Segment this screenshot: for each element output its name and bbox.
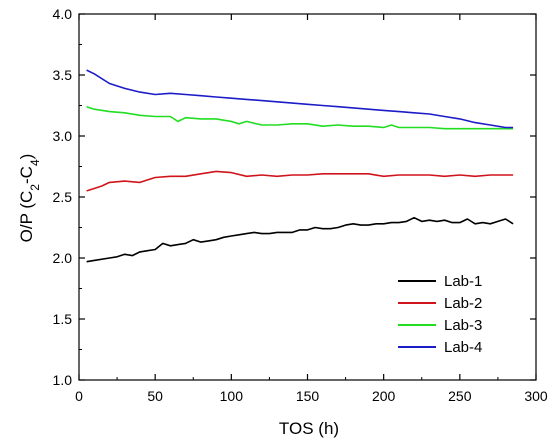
y-axis-label-suffix: ) xyxy=(17,154,36,160)
y-tick-label: 4.0 xyxy=(53,6,73,22)
y-tick-label: 2.0 xyxy=(53,250,73,266)
x-tick-label: 150 xyxy=(296,388,320,404)
y-tick-label: 1.5 xyxy=(53,311,73,327)
x-tick-label: 100 xyxy=(220,388,244,404)
y-axis-label: O/P (C2-C4) xyxy=(17,154,42,243)
y-tick-label: 3.0 xyxy=(53,128,73,144)
x-tick-label: 200 xyxy=(372,388,396,404)
x-tick-label: 0 xyxy=(75,388,83,404)
y-axis-label-sub1: 2 xyxy=(28,184,42,191)
x-tick-label: 250 xyxy=(448,388,472,404)
y-axis-label-prefix: O/P (C xyxy=(17,191,36,243)
series-line-lab-4 xyxy=(86,69,514,129)
x-axis-label: TOS (h) xyxy=(279,419,339,438)
x-tick-label: 50 xyxy=(147,388,163,404)
y-tick-label: 3.5 xyxy=(53,67,73,83)
series-line-lab-2 xyxy=(86,170,514,192)
y-tick-label: 2.5 xyxy=(53,189,73,205)
legend-label-lab-1: Lab-1 xyxy=(444,273,482,290)
series-line-lab-3 xyxy=(86,105,514,130)
legend-label-lab-4: Lab-4 xyxy=(444,339,482,356)
legend-label-lab-3: Lab-3 xyxy=(444,317,482,334)
y-axis-label-sub2: 4 xyxy=(28,159,42,166)
y-tick-label: 1.0 xyxy=(53,372,73,388)
legend-label-lab-2: Lab-2 xyxy=(444,295,482,312)
y-axis-label-mid: -C xyxy=(17,166,36,184)
x-tick-label: 300 xyxy=(524,388,548,404)
series-line-lab-1 xyxy=(86,216,514,263)
legend: Lab-1 Lab-2 Lab-3 Lab-4 xyxy=(398,273,482,356)
